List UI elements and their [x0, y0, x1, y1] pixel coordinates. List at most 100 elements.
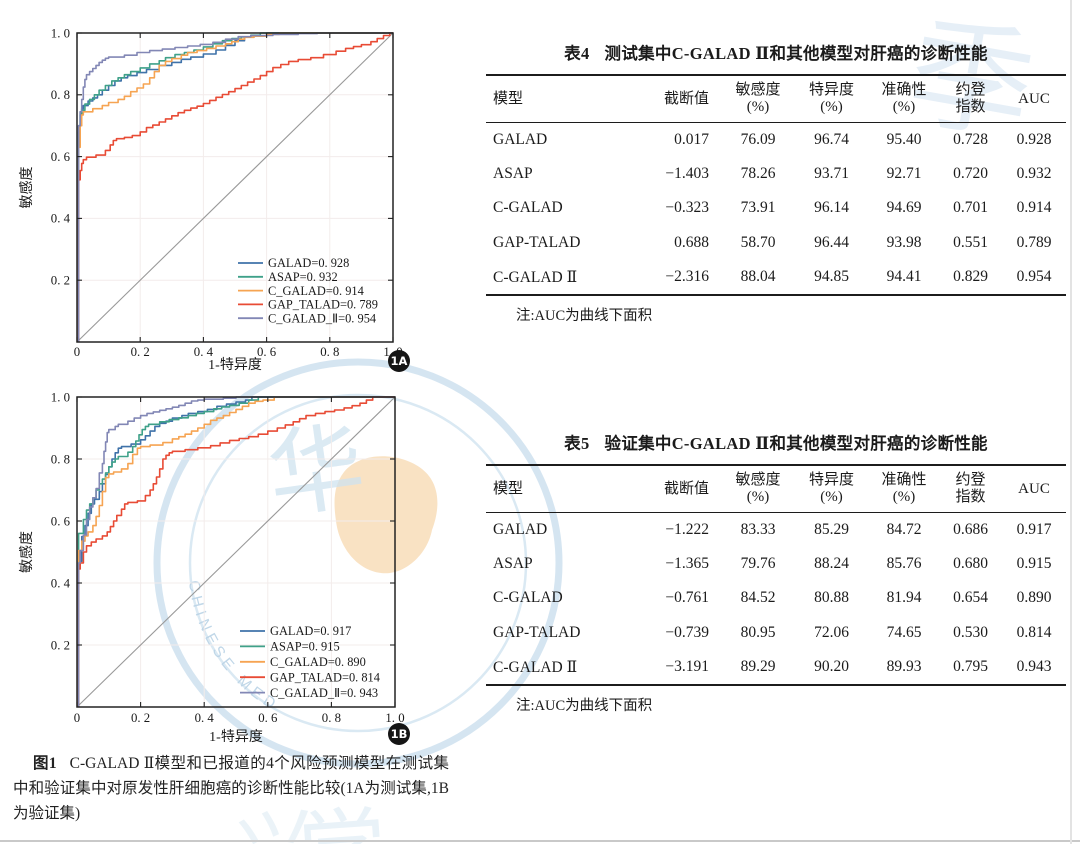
table-cell: 84.72 — [886, 520, 922, 538]
table-cell: 0.954 — [1016, 268, 1052, 286]
table-cell: −1.365 — [665, 555, 709, 573]
table4: 模型 截断值 敏感度 (%) 特异度 (%) 准确性 (%) 约登 指数 AUC GALAD 0.01… — [486, 74, 1066, 297]
table-cell: 84.52 — [740, 589, 776, 607]
table5-caption-title: 验证集中C-GALAD Ⅱ和其他模型对肝癌的诊断性能 — [604, 434, 988, 453]
page-bottom-edge — [0, 840, 1080, 842]
table-cell: 58.70 — [740, 233, 776, 251]
column-header: 模型 — [486, 75, 636, 123]
table4-caption-label: 表4 — [564, 44, 590, 63]
table-cell: −3.191 — [665, 658, 709, 676]
column-header: 截断值 — [636, 75, 722, 123]
table-cell: ASAP — [493, 165, 533, 183]
legend-item: GAP_TALAD=0. 789 — [268, 298, 378, 312]
column-header: 截断值 — [636, 465, 722, 513]
table-cell: 80.88 — [814, 589, 849, 607]
roc-curve-C_GALAD_Ⅱ — [77, 396, 395, 707]
x-tick-label: 0. 8 — [320, 345, 339, 359]
table-cell: GAP-TALAD — [493, 233, 581, 251]
header-row: 模型 截断值 敏感度 (%) 特异度 (%) 准确性 (%) 约登 指数 AUC — [486, 465, 1066, 513]
y-tick-label: 0. 6 — [51, 514, 71, 528]
table4-caption-title: 测试集中C-GALAD Ⅱ和其他模型对肝癌的诊断性能 — [604, 44, 988, 63]
table-row: GALAD 0.017 76.09 96.74 95.40 0.728 0.928 — [486, 122, 1066, 157]
x-tick-label: 0. 6 — [258, 711, 278, 725]
legend-item: C_GALAD=0. 914 — [268, 284, 364, 298]
x-tick-label: 0. 2 — [131, 711, 150, 725]
table-cell: −2.316 — [665, 268, 709, 286]
table-cell: 0.701 — [953, 199, 988, 217]
table-cell: 74.65 — [886, 623, 922, 641]
watermark-partial-char-2: 学 — [296, 801, 391, 844]
column-header: 特异度 (%) — [794, 75, 869, 123]
roc-panel-1A: 00. 20. 40. 60. 81. 00. 20. 40. 60. 81. … — [18, 26, 410, 373]
y-axis-title: 敏感度 — [18, 531, 35, 573]
table5-section: 表5 验证集中C-GALAD Ⅱ和其他模型对肝癌的诊断性能 模型 截断值 敏感度 (%)… — [486, 430, 1066, 715]
roc-curve-C_GALAD_Ⅱ — [77, 32, 393, 342]
table-cell: 0.686 — [953, 520, 988, 538]
table-cell: 81.94 — [886, 589, 922, 607]
table-cell: 92.71 — [886, 165, 922, 183]
table-cell: C-GALAD Ⅱ — [493, 658, 578, 676]
x-tick-label: 0 — [74, 711, 80, 725]
table-cell: 0.720 — [953, 165, 988, 183]
table-cell: 94.69 — [886, 199, 922, 217]
table-cell: 88.04 — [740, 268, 776, 286]
table-cell: 0.789 — [1016, 233, 1052, 251]
table-cell: −0.739 — [665, 623, 709, 641]
table4-caption: 表4 测试集中C-GALAD Ⅱ和其他模型对肝癌的诊断性能 — [486, 40, 1066, 64]
table-row: GAP-TALAD −0.739 80.95 72.06 74.65 0.530 0.814 — [486, 616, 1066, 650]
watermark-inner-ring — [188, 393, 528, 733]
column-header: 模型 — [486, 465, 636, 513]
y-tick-label: 0. 2 — [51, 274, 70, 288]
table-cell: −0.761 — [665, 589, 709, 607]
legend-item: C_GALAD=0. 890 — [270, 655, 366, 669]
table-cell: 0.688 — [674, 233, 709, 251]
table-cell: GAP-TALAD — [493, 623, 581, 641]
legend-item: GALAD=0. 917 — [270, 624, 351, 638]
reference-diagonal — [76, 396, 396, 708]
roc-curve-GAP_TALAD — [77, 396, 395, 707]
table5: 模型 截断值 敏感度 (%) 特异度 (%) 准确性 (%) 约登 指数 AUC GALAD −1.2… — [486, 464, 1066, 687]
roc-panel-1B: 0 0. 2 0. 4 0. 6 0. 8 1. 0 0. 2 0. 4 0. 6 0. 8 1. … — [18, 390, 410, 745]
y-tick-label: 1. 0 — [51, 26, 70, 40]
column-header: 特异度 (%) — [794, 465, 869, 513]
table-cell: 73.91 — [740, 199, 776, 217]
table-row: C-GALAD −0.323 73.91 96.14 94.69 0.701 0.914 — [486, 191, 1066, 225]
panel-badge — [388, 350, 410, 372]
axes-box — [76, 396, 396, 708]
table-cell: 0.017 — [674, 130, 709, 148]
table-cell: 78.26 — [740, 165, 776, 183]
header-row: 模型 截断值 敏感度 (%) 特异度 (%) 准确性 (%) 约登 指数 AUC — [486, 75, 1066, 123]
table-cell: 85.29 — [814, 520, 849, 538]
table-cell: 90.20 — [814, 658, 849, 676]
x-tick-label: 0. 6 — [257, 345, 277, 359]
table-cell: C-GALAD Ⅱ — [493, 268, 578, 286]
table-cell: 89.29 — [740, 658, 776, 676]
table-cell: 96.14 — [814, 199, 849, 217]
y-tick-label: 0. 8 — [51, 88, 70, 102]
y-tick-label: 0. 4 — [51, 212, 71, 226]
legend-item: C_GALAD_Ⅱ=0. 943 — [270, 686, 378, 700]
table-cell: 93.71 — [814, 165, 849, 183]
table-cell: 0.915 — [1016, 555, 1052, 573]
x-tick-label: 0 — [74, 345, 80, 359]
column-header: AUC — [1002, 465, 1066, 513]
table-row: GAP-TALAD 0.688 58.70 96.44 93.98 0.551 0.789 — [486, 226, 1066, 260]
table-cell: −1.222 — [665, 520, 709, 538]
table-cell: 0.890 — [1016, 589, 1052, 607]
table-cell: 0.795 — [953, 658, 988, 676]
table-cell: GALAD — [493, 520, 548, 538]
table-cell: 72.06 — [814, 623, 849, 641]
panel-badge-label: 1A — [391, 354, 408, 368]
y-tick-label: 0. 2 — [51, 638, 70, 652]
table-cell: 76.09 — [740, 130, 776, 148]
table-row: C-GALAD Ⅱ −3.191 89.29 90.20 89.93 0.795 0.943 — [486, 650, 1066, 685]
column-header: 约登 指数 — [939, 75, 1002, 123]
table-cell: 88.24 — [814, 555, 849, 573]
table-row: GALAD −1.222 83.33 85.29 84.72 0.686 0.917 — [486, 512, 1066, 547]
column-header: 敏感度 (%) — [722, 465, 794, 513]
x-axis-title: 1-特异度 — [208, 357, 262, 373]
table-cell: 85.76 — [886, 555, 922, 573]
table-cell: 0.943 — [1016, 658, 1052, 676]
y-tick-label: 1. 0 — [51, 390, 70, 404]
